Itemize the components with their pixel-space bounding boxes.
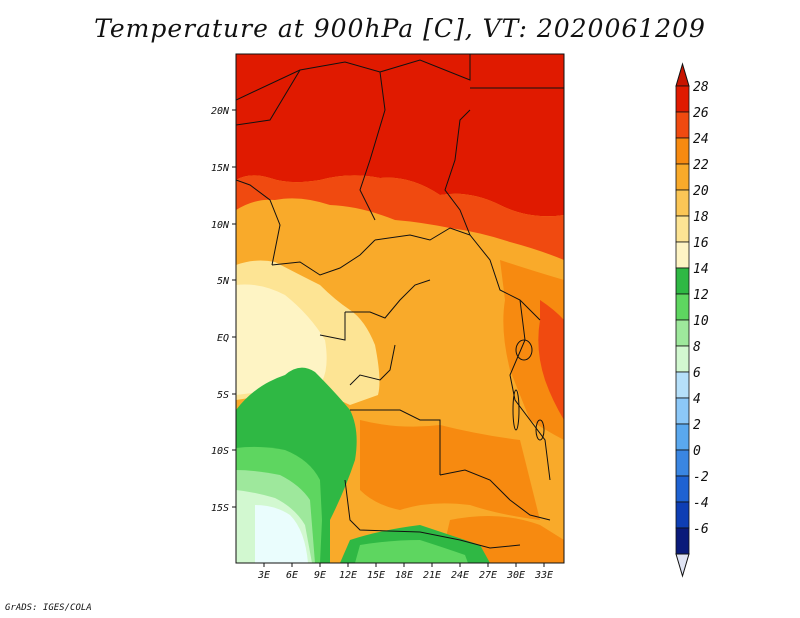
lat-label-eq: EQ	[217, 333, 229, 344]
colorbar-bottom-arrow	[675, 553, 690, 578]
colorbar-swatch	[675, 215, 690, 243]
lat-label-20n: 20N	[211, 106, 230, 117]
lat-label-5s: 5S	[217, 390, 229, 401]
colorbar-label: 20	[693, 184, 709, 199]
colorbar-swatch	[675, 189, 690, 217]
map-frame	[235, 53, 565, 564]
map-title: Temperature at 900hPa [C], VT: 202006120…	[94, 14, 706, 43]
colorbar-top-arrow	[675, 62, 690, 87]
colorbar-swatch	[675, 241, 690, 269]
colorbar-swatch	[675, 111, 690, 139]
colorbar-label: 8	[693, 340, 701, 355]
colorbar-swatch	[675, 475, 690, 503]
lon-label-6e: 6E	[286, 570, 298, 581]
colorbar-label: -4	[693, 496, 709, 511]
lon-label-21e: 21E	[423, 570, 441, 581]
colorbar-swatch	[675, 423, 690, 451]
colorbar-label: 0	[693, 444, 701, 459]
colorbar-label: 12	[693, 288, 709, 303]
colorbar-label: 14	[693, 262, 709, 277]
colorbar-swatch	[675, 267, 690, 295]
colorbar-label: 24	[693, 132, 709, 147]
colorbar-label: -2	[693, 470, 709, 485]
colorbar-label: 10	[693, 314, 709, 329]
lat-label-5n: 5N	[217, 276, 230, 287]
colorbar-label: 26	[693, 106, 709, 121]
colorbar-swatch	[675, 371, 690, 399]
colorbar-label: 22	[693, 158, 709, 173]
lon-label-15e: 15E	[367, 570, 385, 581]
colorbar-swatch	[675, 449, 690, 477]
lon-label-24e: 24E	[451, 570, 469, 581]
lat-label-15s: 15S	[211, 503, 229, 514]
lat-label-10s: 10S	[211, 446, 229, 457]
lon-label-33e: 33E	[534, 570, 553, 581]
lon-label-18e: 18E	[395, 570, 413, 581]
colorbar-swatch	[675, 319, 690, 347]
colorbar-label: 16	[693, 236, 709, 251]
lakes	[512, 339, 545, 441]
lon-label-3e: 3E	[257, 570, 270, 581]
colorbar-swatch	[675, 293, 690, 321]
lon-label-9e: 9E	[314, 570, 326, 581]
colorbar-swatch	[675, 345, 690, 373]
lon-label-27e: 27E	[479, 570, 497, 581]
grads-credit: GrADS: IGES/COLA	[5, 603, 92, 613]
colorbar-label: 4	[693, 392, 701, 407]
lon-label-30e: 30E	[506, 570, 525, 581]
colorbar-label: 28	[693, 80, 709, 95]
lat-label-10n: 10N	[211, 220, 230, 231]
lon-axis: 3E 6E 9E 12E 15E 18E 21E 24E 27E 30E 33E	[257, 563, 553, 581]
colorbar-label: 18	[693, 210, 709, 225]
colorbar-label: -6	[693, 522, 709, 537]
colorbar-swatch	[675, 501, 690, 529]
colorbar-label: 2	[693, 418, 701, 433]
temperature-field	[236, 54, 564, 563]
colorbar-swatch	[675, 397, 690, 425]
lon-label-12e: 12E	[339, 570, 357, 581]
lat-axis: 20N 15N 10N 5N EQ 5S 10S 15S	[211, 106, 236, 514]
colorbar-swatch	[675, 85, 690, 113]
colorbar-label: 6	[693, 366, 701, 381]
colorbar-swatch	[675, 527, 690, 555]
lat-label-15n: 15N	[211, 163, 230, 174]
colorbar-swatch	[675, 137, 690, 165]
colorbar-swatch	[675, 163, 690, 191]
